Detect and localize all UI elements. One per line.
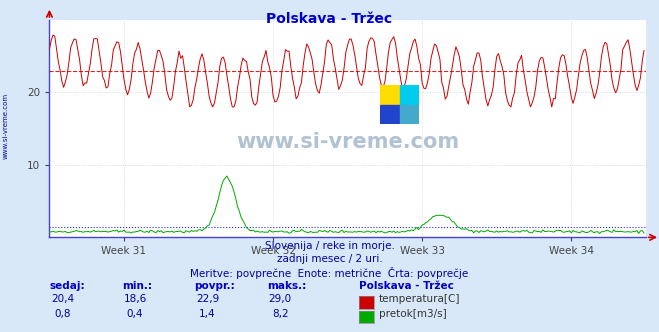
Text: sedaj:: sedaj: [49, 281, 85, 290]
Text: www.si-vreme.com: www.si-vreme.com [2, 93, 9, 159]
Text: 1,4: 1,4 [199, 309, 216, 319]
Text: pretok[m3/s]: pretok[m3/s] [379, 309, 447, 319]
Text: Polskava - Tržec: Polskava - Tržec [266, 12, 393, 26]
Text: 18,6: 18,6 [123, 294, 147, 304]
Text: maks.:: maks.: [267, 281, 306, 290]
Text: 8,2: 8,2 [272, 309, 289, 319]
Text: 22,9: 22,9 [196, 294, 219, 304]
Text: 20,4: 20,4 [51, 294, 74, 304]
Text: 0,8: 0,8 [54, 309, 71, 319]
Text: povpr.:: povpr.: [194, 281, 235, 290]
Text: Polskava - Tržec: Polskava - Tržec [359, 281, 454, 290]
Text: www.si-vreme.com: www.si-vreme.com [236, 132, 459, 152]
Text: temperatura[C]: temperatura[C] [379, 294, 461, 304]
Text: min.:: min.: [122, 281, 152, 290]
Text: Slovenija / reke in morje.: Slovenija / reke in morje. [264, 241, 395, 251]
Text: 0,4: 0,4 [127, 309, 144, 319]
Text: 29,0: 29,0 [268, 294, 292, 304]
Text: zadnji mesec / 2 uri.: zadnji mesec / 2 uri. [277, 254, 382, 264]
Text: Meritve: povprečne  Enote: metrične  Črta: povprečje: Meritve: povprečne Enote: metrične Črta:… [190, 267, 469, 279]
